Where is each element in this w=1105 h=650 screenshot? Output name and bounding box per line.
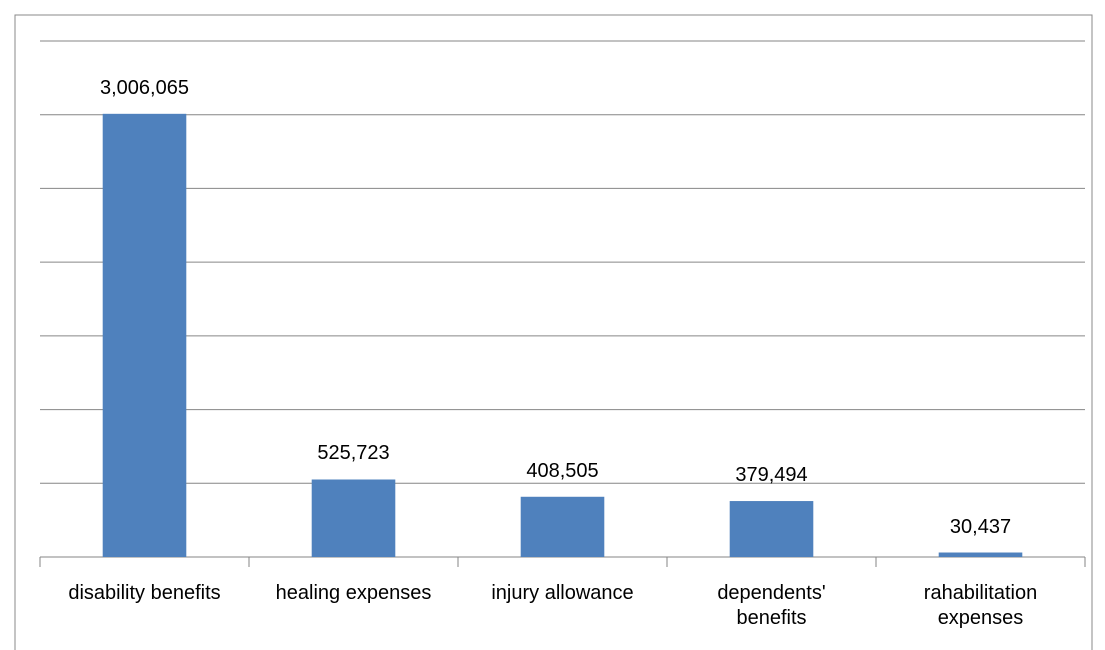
bar [520, 496, 605, 557]
value-label: 379,494 [735, 464, 808, 487]
x-tick-label: dependents' benefits [717, 582, 826, 629]
x-tick-label: injury allowance [491, 582, 634, 604]
value-label: 30,437 [949, 515, 1012, 538]
value-label: 408,505 [526, 459, 599, 482]
bar [102, 113, 187, 557]
bar [729, 501, 814, 557]
x-tick-label: rahabilitation expenses [923, 582, 1038, 629]
bar [938, 552, 1023, 557]
bar [311, 479, 396, 557]
value-label: 525,723 [317, 442, 390, 465]
x-tick-label: disability benefits [68, 582, 221, 604]
chart-frame [14, 14, 1093, 650]
x-tick-label: healing expenses [275, 582, 432, 604]
value-label: 3,006,065 [100, 76, 189, 99]
